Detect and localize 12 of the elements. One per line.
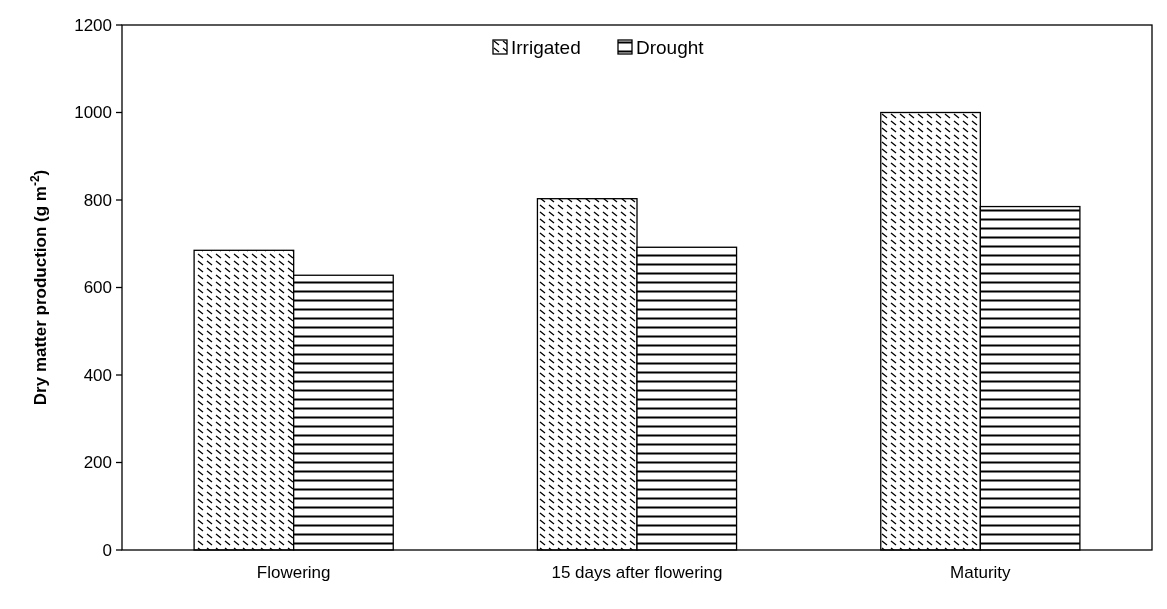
y-tick-label: 1000	[74, 103, 112, 123]
x-tick-label: Maturity	[950, 563, 1012, 582]
x-tick-label: 15 days after flowering	[551, 563, 723, 582]
legend-label: Drought	[636, 36, 705, 58]
legend-label: Irrigated	[511, 36, 581, 58]
y-tick-label: 0	[102, 540, 112, 560]
x-tick-label: Flowering	[256, 563, 331, 582]
y-tick-label: 400	[83, 365, 112, 385]
y-tick-label: 800	[83, 190, 112, 210]
y-tick-label: 1200	[74, 15, 112, 35]
y-tick-label: 600	[83, 278, 112, 298]
y-tick-label: 200	[83, 453, 112, 473]
